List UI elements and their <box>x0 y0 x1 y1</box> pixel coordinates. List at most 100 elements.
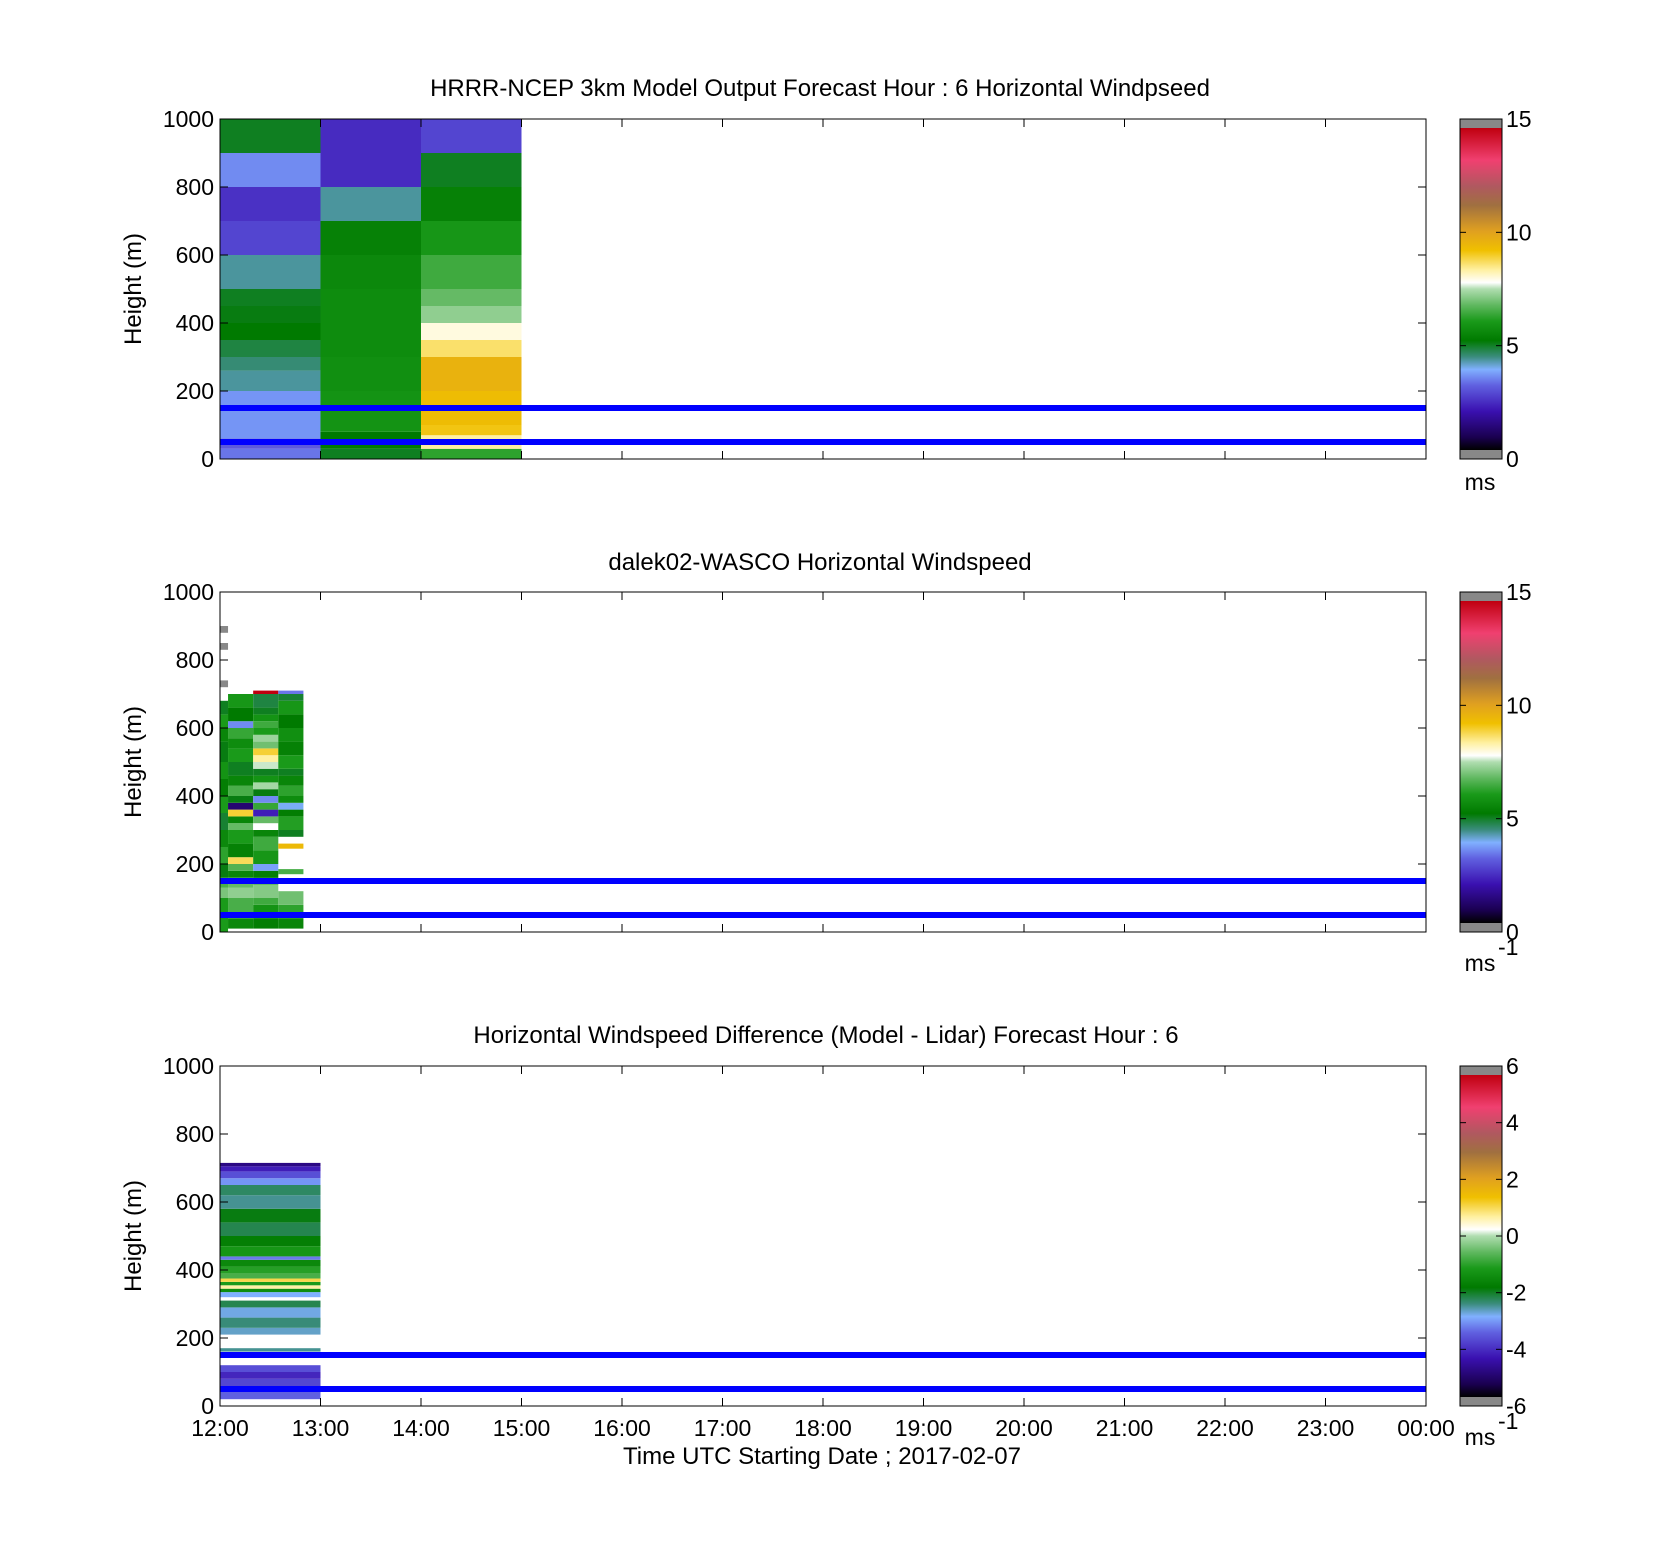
heatmap-cell <box>320 221 421 255</box>
heatmap-cell <box>278 741 304 756</box>
heatmap-cell <box>421 289 522 306</box>
heatmap-cell <box>220 1365 321 1372</box>
heatmap-cell <box>421 448 522 459</box>
colorbar-tick-label: 15 <box>1506 579 1532 605</box>
y-tick-label: 600 <box>176 715 214 741</box>
heatmap-cell <box>220 370 321 391</box>
heatmap-cell <box>320 391 421 432</box>
heatmap-cell <box>278 869 304 875</box>
colorbar-unit: ms <box>1465 1424 1496 1450</box>
panel-model: HRRR-NCEP 3km Model Output Forecast Hour… <box>120 75 1532 495</box>
x-tick-label: 21:00 <box>1096 1415 1154 1441</box>
y-axis-label: Height (m) <box>120 1180 147 1292</box>
heatmap-cell <box>320 289 421 357</box>
heatmap-cell <box>278 690 304 694</box>
heatmap-cell <box>228 762 254 776</box>
x-tick-label: 23:00 <box>1297 1415 1355 1441</box>
heatmap-cell <box>220 1162 321 1167</box>
heatmap-cell <box>220 1327 321 1335</box>
heatmap-cell <box>220 1236 321 1247</box>
colorbar-gradient <box>1460 601 1502 923</box>
heatmap-cell <box>220 448 321 459</box>
heatmap-cell <box>278 918 304 929</box>
colorbar-unit-exponent: -1 <box>1498 1408 1518 1434</box>
y-tick-label: 200 <box>176 1325 214 1351</box>
colorbar-under <box>1460 1397 1502 1406</box>
heatmap-cell <box>253 741 279 749</box>
heatmap-cell <box>253 918 279 929</box>
colorbar-tick-label: 10 <box>1506 219 1532 245</box>
heatmap-cell <box>220 847 229 864</box>
heatmap-cell <box>278 755 304 769</box>
heatmap-cell <box>220 1166 321 1172</box>
y-tick-label: 800 <box>176 1121 214 1147</box>
y-tick-label: 800 <box>176 647 214 673</box>
heatmap-cell <box>228 816 254 824</box>
colorbar-tick-label: 10 <box>1506 692 1532 718</box>
heatmap-cell <box>220 714 229 728</box>
colorbar: -6 -4 -2 0 2 4 6 ms-1 <box>1459 1053 1527 1450</box>
heatmap-cell <box>278 816 304 830</box>
y-tick-label: 0 <box>201 1393 214 1419</box>
x-tick-label: 16:00 <box>593 1415 651 1441</box>
heatmap-cell <box>278 785 304 796</box>
heatmap-cell <box>253 898 279 905</box>
colorbar: 0 5 10 15 ms <box>1459 106 1532 495</box>
y-tick-label: 400 <box>176 1257 214 1283</box>
heatmap-cell <box>253 690 279 694</box>
heatmap-cell <box>228 694 254 708</box>
y-tick-label: 600 <box>176 242 214 268</box>
heatmap-cell <box>320 187 421 221</box>
heatmap-cell <box>220 1281 321 1286</box>
colorbar-unit-exponent: -1 <box>1498 934 1518 960</box>
colorbar-gradient <box>1460 128 1502 450</box>
heatmap-cell <box>220 1256 321 1260</box>
heatmap-cell <box>228 843 254 858</box>
heatmap-cell <box>253 714 279 722</box>
heatmap-cell <box>253 802 279 810</box>
y-ticks: 0 200 400 600 800 1000 <box>163 579 1426 945</box>
y-tick-label: 200 <box>176 378 214 404</box>
heatmap-cell <box>220 187 321 221</box>
heatmap-cell <box>228 748 254 762</box>
heatmap-cell <box>253 836 279 851</box>
heatmap-cell <box>220 1185 321 1196</box>
heatmap-cell <box>421 425 522 436</box>
x-ticks <box>219 119 1427 459</box>
heatmap-cell <box>220 1285 321 1289</box>
heatmap-cell <box>220 306 321 323</box>
heatmap-cell <box>220 357 321 371</box>
heatmap-cell <box>220 1278 321 1282</box>
heatmap-cell <box>253 755 279 762</box>
colorbar-over <box>1460 119 1502 128</box>
x-tick-label: 17:00 <box>694 1415 752 1441</box>
heatmap-cell <box>278 714 304 728</box>
heatmap-cell <box>253 734 279 742</box>
heatmap-cell <box>228 738 254 749</box>
colorbar-frame <box>1459 591 1503 933</box>
colorbar-tick-label: -4 <box>1506 1336 1527 1362</box>
heatmap-cell <box>220 1208 321 1223</box>
colorbar-tick-label: 5 <box>1506 333 1519 359</box>
heatmap-cell <box>228 785 254 796</box>
heatmap-cell <box>278 843 304 849</box>
x-tick-label: 13:00 <box>292 1415 350 1441</box>
heatmap-cell <box>220 340 321 357</box>
heatmap-cell <box>220 1378 321 1389</box>
heatmap-cell <box>220 864 229 878</box>
heatmap-cell <box>253 707 279 715</box>
heatmap-cell <box>220 1222 321 1236</box>
y-axis-label: Height (m) <box>120 706 147 818</box>
heatmap-cell <box>253 796 279 803</box>
heatmap-cell <box>220 221 321 255</box>
colorbar: 0 5 10 15 ms-1 <box>1459 579 1532 976</box>
heatmap-cell <box>253 775 279 783</box>
heatmap-cell <box>220 779 229 796</box>
reference-lines <box>220 1352 1426 1392</box>
y-tick-label: 1000 <box>163 579 214 605</box>
heatmap-cell <box>220 289 321 306</box>
heatmap-cell <box>253 830 279 837</box>
colorbar-gradient <box>1460 1075 1502 1397</box>
colorbar-under <box>1460 450 1502 459</box>
